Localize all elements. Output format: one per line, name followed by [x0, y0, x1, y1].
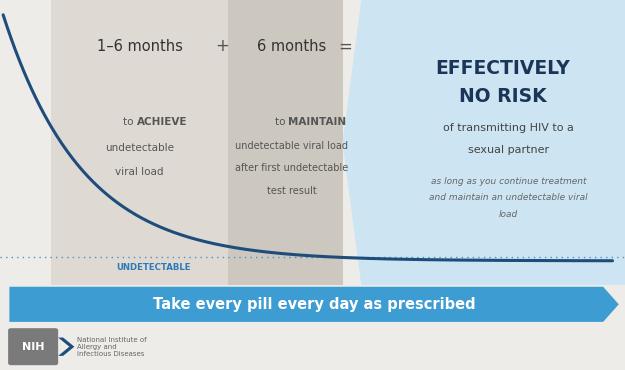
Text: load: load	[499, 210, 518, 219]
Text: of transmitting HIV to a: of transmitting HIV to a	[443, 122, 574, 133]
Polygon shape	[342, 0, 625, 285]
Text: to: to	[122, 117, 136, 127]
Text: to: to	[275, 117, 289, 127]
Text: +: +	[215, 37, 229, 55]
Text: as long as you continue treatment: as long as you continue treatment	[431, 177, 586, 186]
Text: Take every pill every day as prescribed: Take every pill every day as prescribed	[152, 297, 476, 312]
Text: sexual partner: sexual partner	[468, 145, 549, 155]
Text: ACHIEVE: ACHIEVE	[136, 117, 187, 127]
Text: NIH: NIH	[22, 342, 44, 352]
Text: MAINTAIN: MAINTAIN	[289, 117, 346, 127]
FancyBboxPatch shape	[8, 328, 58, 365]
Text: =: =	[339, 37, 352, 55]
Polygon shape	[9, 287, 619, 322]
Text: 1–6 months: 1–6 months	[97, 39, 182, 54]
Text: and maintain an undetectable viral: and maintain an undetectable viral	[429, 194, 588, 202]
Text: undetectable viral load: undetectable viral load	[235, 141, 348, 151]
Polygon shape	[58, 337, 74, 356]
Text: UNDETECTABLE: UNDETECTABLE	[116, 263, 191, 272]
Text: test result: test result	[267, 185, 316, 196]
Text: EFFECTIVELY: EFFECTIVELY	[435, 59, 570, 78]
Polygon shape	[51, 0, 228, 285]
Text: undetectable: undetectable	[105, 143, 174, 153]
Text: National Institute of
Allergy and
Infectious Diseases: National Institute of Allergy and Infect…	[77, 337, 146, 357]
Text: NO RISK: NO RISK	[459, 87, 546, 106]
Text: viral load: viral load	[116, 167, 164, 177]
Text: 6 months: 6 months	[257, 39, 326, 54]
Polygon shape	[228, 0, 342, 285]
Text: after first undetectable: after first undetectable	[235, 163, 348, 174]
